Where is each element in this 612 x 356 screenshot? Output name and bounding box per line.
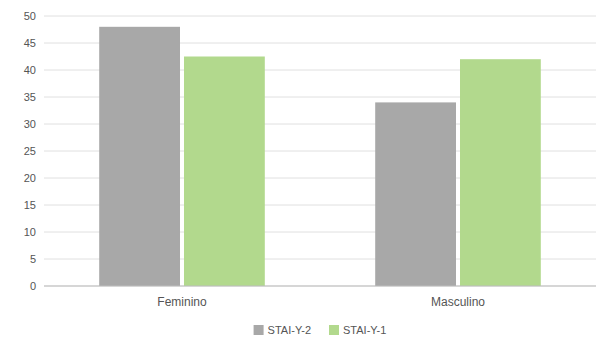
bar — [99, 27, 180, 286]
chart-svg: 0 5 10 15 20 25 30 35 40 45 50 Feminino Masculino STA… — [0, 0, 612, 356]
bar — [375, 102, 456, 286]
x-axis: Feminino Masculino — [157, 295, 485, 309]
y-tick-label: 45 — [24, 37, 36, 49]
bars — [99, 27, 541, 286]
y-tick-label: 35 — [24, 91, 36, 103]
y-tick-label: 10 — [24, 226, 36, 238]
y-tick-label: 40 — [24, 64, 36, 76]
x-axis-line — [44, 286, 596, 287]
legend-item: STAI-Y-2 — [254, 324, 311, 336]
y-tick-label: 25 — [24, 145, 36, 157]
legend-label: STAI-Y-1 — [343, 324, 386, 336]
x-tick-label: Masculino — [431, 295, 485, 309]
x-tick-label: Feminino — [157, 295, 207, 309]
legend-item: STAI-Y-1 — [329, 324, 386, 336]
legend-label: STAI-Y-2 — [268, 324, 311, 336]
y-tick-label: 0 — [30, 280, 36, 292]
y-tick-label: 15 — [24, 199, 36, 211]
legend: STAI-Y-2 STAI-Y-1 — [254, 324, 387, 336]
grid-line — [44, 286, 596, 287]
y-tick-label: 50 — [24, 10, 36, 22]
grid-line — [44, 16, 596, 17]
chart-container: 0 5 10 15 20 25 30 35 40 45 50 Feminino Masculino STA… — [0, 0, 612, 356]
y-tick-label: 5 — [30, 253, 36, 265]
legend-swatch — [254, 325, 264, 335]
bar — [184, 57, 265, 287]
y-tick-label: 20 — [24, 172, 36, 184]
legend-swatch — [329, 325, 339, 335]
y-tick-label: 30 — [24, 118, 36, 130]
y-axis: 0 5 10 15 20 25 30 35 40 45 50 — [24, 10, 596, 292]
bar — [460, 59, 541, 286]
